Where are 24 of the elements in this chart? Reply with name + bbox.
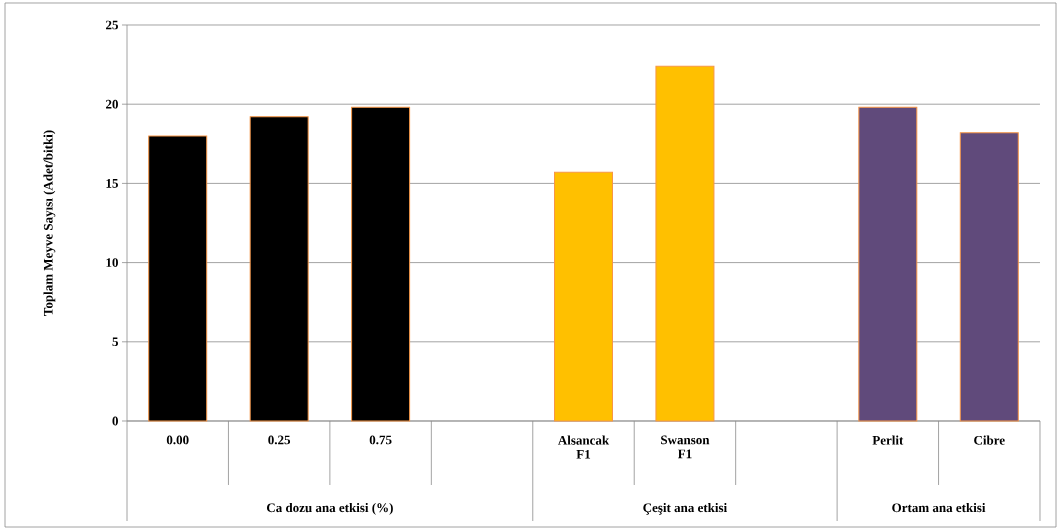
y-tick-label: 20 [106,99,118,109]
y-tick-label: 15 [106,179,118,188]
y-tick-label: 0 [112,416,118,426]
y-tick-label: 10 [106,258,118,267]
x-tick-label: Swanson F1 [661,435,710,459]
bar [554,171,613,422]
bar [249,116,309,422]
y-axis-title: Toplam Meyve Sayısı (Adet/bitki) [43,130,56,316]
x-tick-label: 0.75 [369,435,392,445]
text: Ortam ana etkisi [892,502,986,513]
y-tick-label: 5 [112,337,118,347]
bar [148,135,208,422]
x-tick-label: 0.00 [166,435,189,445]
y-tick-label: 25 [106,20,118,30]
bar [959,132,1019,422]
text: Ca dozu ana etkisi (%) [266,502,393,515]
bar [351,106,411,422]
x-tick-label: 0.25 [268,435,291,445]
bar [858,106,918,422]
text: Çeşit ana etkisi [643,502,727,515]
x-tick-label: Perlit [872,435,904,445]
bar [655,65,715,422]
x-tick-label: Alsancak F1 [557,435,610,459]
x-tick-label: Cibre [974,435,1005,445]
